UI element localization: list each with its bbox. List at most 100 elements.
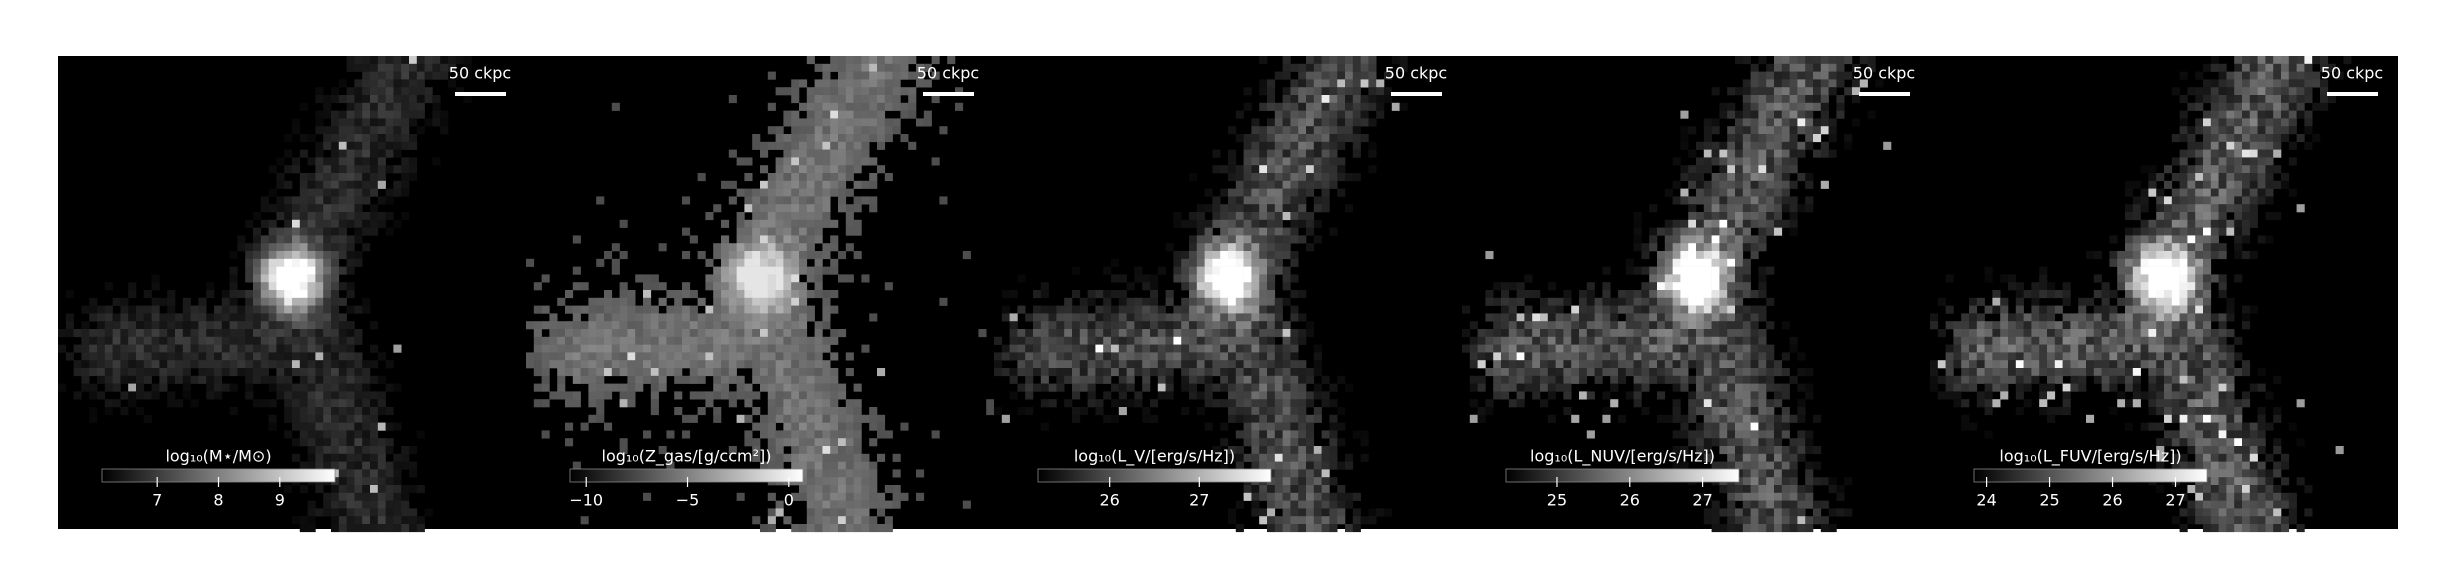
map-pixel [128, 290, 137, 299]
map-pixel [260, 274, 269, 283]
map-pixel [1212, 165, 1221, 174]
map-pixel [728, 266, 737, 275]
map-pixel [338, 391, 347, 400]
map-pixel [861, 134, 870, 143]
map-pixel [1711, 141, 1720, 150]
map-pixel [1267, 290, 1276, 299]
map-pixel [1711, 87, 1720, 96]
map-pixel [705, 212, 714, 221]
map-pixel [1173, 360, 1182, 369]
map-pixel [198, 297, 207, 306]
map-pixel [292, 235, 301, 244]
map-pixel [1173, 321, 1182, 330]
map-pixel [1672, 383, 1681, 392]
map-pixel [338, 414, 347, 423]
map-pixel [2203, 79, 2212, 88]
map-pixel [822, 414, 831, 423]
map-pixel [1672, 305, 1681, 314]
map-pixel [1602, 290, 1611, 299]
map-pixel [1735, 212, 1744, 221]
map-pixel [596, 336, 605, 345]
map-pixel [1766, 71, 1775, 80]
map-pixel [767, 204, 776, 213]
map-pixel [182, 305, 191, 314]
map-pixel [307, 383, 316, 392]
map-pixel [1204, 274, 1213, 283]
map-pixel [1017, 344, 1026, 353]
map-pixel [604, 290, 613, 299]
map-pixel [354, 485, 363, 494]
map-pixel [1781, 56, 1790, 65]
map-pixel [354, 508, 363, 517]
map-pixel [1641, 266, 1650, 275]
map-pixel [284, 251, 293, 260]
map-pixel [1189, 274, 1198, 283]
map-pixel [986, 407, 995, 416]
map-pixel [1274, 212, 1283, 221]
map-pixel [838, 461, 847, 470]
map-pixel [1735, 149, 1744, 158]
map-pixel [1774, 508, 1783, 517]
map-pixel [1664, 290, 1673, 299]
map-pixel [159, 352, 168, 361]
map-pixel [1181, 297, 1190, 306]
map-pixel [1111, 305, 1120, 314]
map-pixel [775, 266, 784, 275]
map-pixel [947, 56, 956, 65]
map-pixel [604, 297, 613, 306]
map-pixel [346, 56, 355, 65]
map-pixel [1758, 352, 1767, 361]
map-pixel [385, 492, 394, 501]
map-pixel [1001, 368, 1010, 377]
map-pixel [1204, 243, 1213, 252]
map-pixel [1134, 368, 1143, 377]
map-pixel [1688, 266, 1697, 275]
map-pixel [1259, 258, 1268, 267]
map-pixel [1181, 352, 1190, 361]
map-pixel [409, 461, 418, 470]
map-pixel [1267, 282, 1276, 291]
map-pixel [713, 329, 722, 338]
map-pixel [674, 321, 683, 330]
map-pixel [1243, 329, 1252, 338]
map-pixel [1298, 102, 1307, 111]
map-pixel [1820, 149, 1829, 158]
map-pixel [237, 336, 246, 345]
map-pixel [1719, 414, 1728, 423]
map-pixel [393, 500, 402, 509]
map-pixel [1321, 477, 1330, 486]
map-pixel [830, 414, 839, 423]
map-pixel [1173, 313, 1182, 322]
map-pixel [1805, 524, 1814, 533]
map-pixel [565, 368, 574, 377]
map-pixel [1727, 305, 1736, 314]
map-pixel [1727, 157, 1736, 166]
map-pixel [799, 180, 808, 189]
map-pixel [2242, 71, 2251, 80]
map-pixel [1025, 391, 1034, 400]
map-pixel [73, 391, 82, 400]
map-pixel [385, 422, 394, 431]
map-pixel [1766, 204, 1775, 213]
map-pixel [338, 141, 347, 150]
map-pixel [354, 414, 363, 423]
map-pixel [1750, 141, 1759, 150]
map-pixel [1220, 282, 1229, 291]
map-pixel [1813, 56, 1822, 65]
map-pixel [572, 235, 581, 244]
map-pixel [1165, 360, 1174, 369]
map-pixel [1688, 407, 1697, 416]
map-pixel [1735, 157, 1744, 166]
map-pixel [611, 383, 620, 392]
map-pixel [221, 321, 230, 330]
map-pixel [1774, 500, 1783, 509]
map-pixel [744, 430, 753, 439]
map-pixel [767, 141, 776, 150]
map-pixel [362, 118, 371, 127]
map-pixel [338, 368, 347, 377]
map-pixel [1579, 290, 1588, 299]
map-pixel [354, 352, 363, 361]
map-pixel [1516, 336, 1525, 345]
map-pixel [1547, 329, 1556, 338]
map-pixel [619, 399, 628, 408]
